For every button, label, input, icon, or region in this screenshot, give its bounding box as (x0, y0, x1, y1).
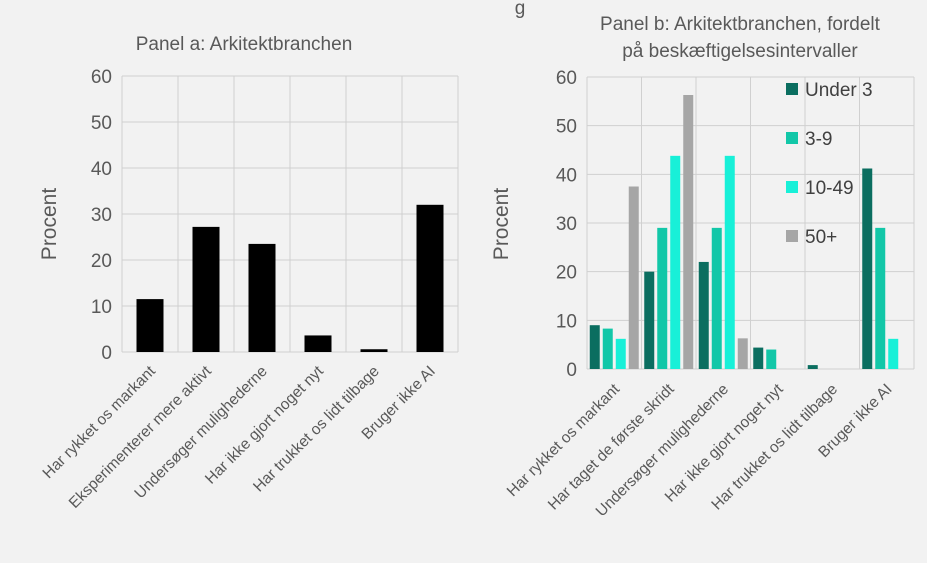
legend-swatch (786, 230, 798, 242)
y-tick-label: 20 (556, 263, 577, 284)
y-axis-label: Procent (490, 188, 513, 261)
bar-under-3 (589, 325, 600, 369)
bar-under-3 (807, 365, 818, 369)
chart-title: Panel a: Arkitektbranchen (136, 34, 353, 55)
bar-10-49 (724, 155, 735, 369)
bar-under-3 (644, 271, 655, 369)
bar-value (304, 335, 332, 352)
bar-3-9 (875, 227, 886, 369)
bar-50+ (737, 338, 748, 369)
bar-10-49 (615, 338, 626, 369)
bar-under-3 (753, 347, 764, 369)
bar-under-3 (862, 168, 873, 369)
y-tick-label: 60 (556, 68, 577, 89)
y-tick-label: 60 (91, 67, 112, 88)
bar-3-9 (602, 328, 613, 369)
legend-swatch (786, 132, 798, 144)
bar-10-49 (670, 155, 681, 369)
bar-value (192, 226, 220, 352)
y-tick-label: 50 (556, 117, 577, 138)
legend-swatch (786, 83, 798, 95)
legend-label: 10-49 (805, 178, 854, 199)
chart-title: Panel b: Arkitektbranchen, fordelt (600, 14, 881, 35)
bar-value (248, 243, 276, 352)
y-tick-label: 30 (91, 205, 112, 226)
legend-label: Under 3 (805, 80, 873, 101)
bar-3-9 (711, 227, 722, 369)
y-tick-label: 40 (91, 159, 112, 180)
bar-value (416, 204, 444, 352)
bar-10-49 (888, 338, 899, 369)
bar-3-9 (657, 227, 668, 369)
y-tick-label: 40 (556, 165, 577, 186)
y-tick-label: 20 (91, 251, 112, 272)
legend-swatch (786, 181, 798, 193)
y-tick-label: 10 (556, 311, 577, 332)
legend-label: 50+ (805, 227, 837, 248)
bar-value (136, 299, 164, 352)
bar-value (360, 349, 388, 352)
bar-50+ (683, 95, 694, 370)
legend-label: 3-9 (805, 129, 832, 150)
y-tick-label: 50 (91, 113, 112, 134)
bar-50+ (628, 186, 639, 369)
y-tick-label: 0 (101, 343, 112, 364)
x-category-label: Har rykket os markant (40, 362, 160, 482)
bar-under-3 (698, 261, 709, 369)
panel-b: 0 10 20 30 40 50 60 Procent Panel b: Arkitektbra… (490, 14, 915, 520)
panel-a: 0 10 20 30 40 50 60 Procent Panel a: Arkitektbra… (38, 34, 459, 512)
y-axis-label: Procent (38, 188, 61, 261)
y-tick-label: 0 (566, 360, 577, 381)
y-tick-label: 30 (556, 214, 577, 235)
chart-title: på beskæftigelsesintervaller (622, 41, 858, 62)
y-tick-label: 10 (91, 297, 112, 318)
top-title-fragment: g (515, 0, 526, 19)
bar-3-9 (766, 349, 777, 369)
